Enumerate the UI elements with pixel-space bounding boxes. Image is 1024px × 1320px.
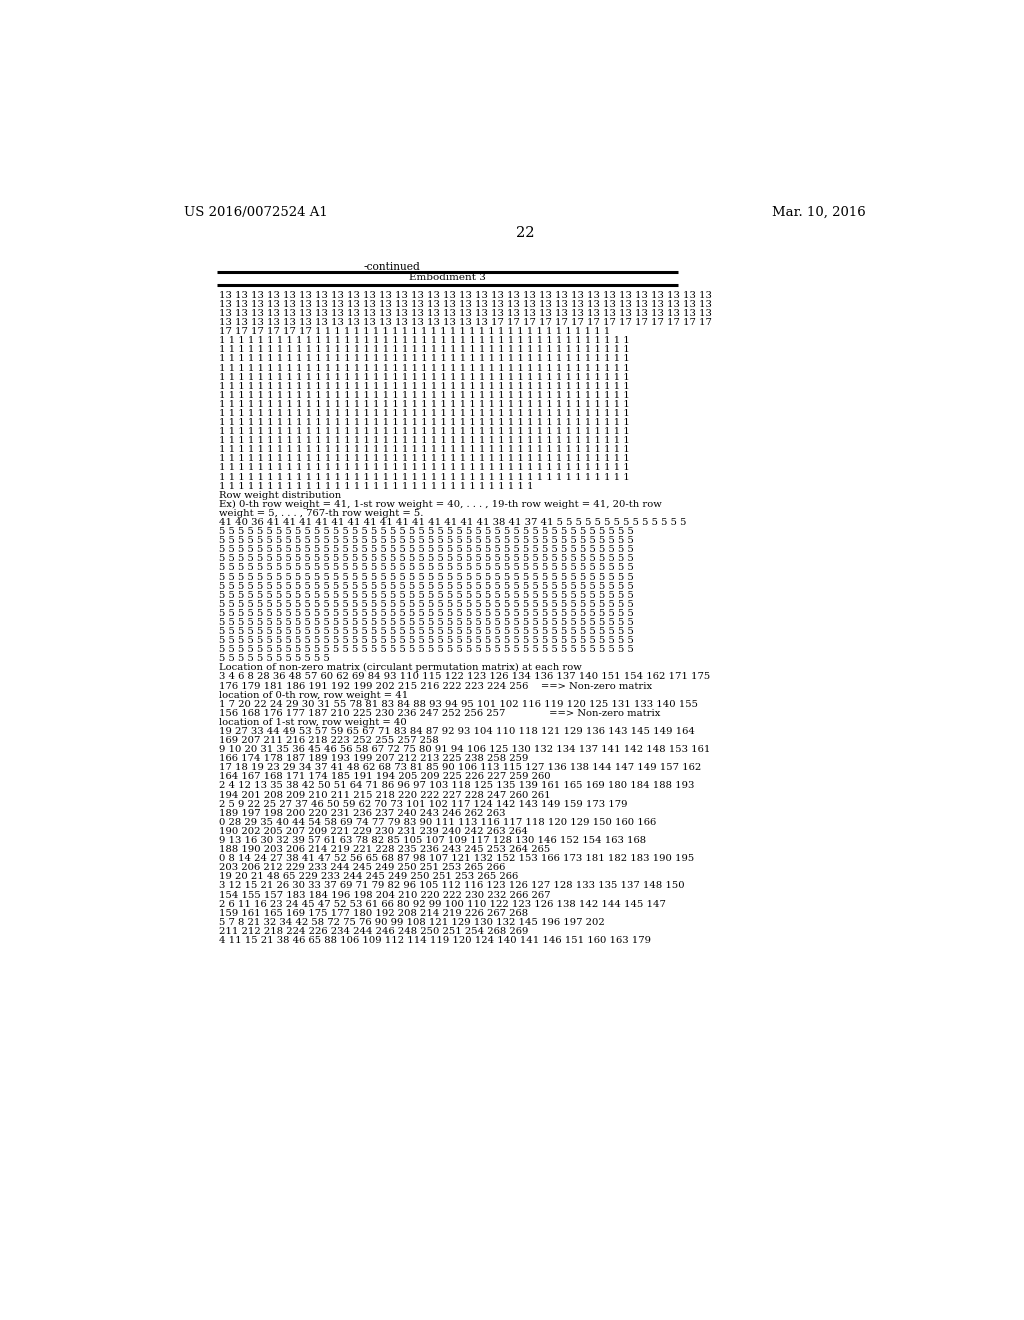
Text: 19 20 21 48 65 229 233 244 245 249 250 251 253 265 266: 19 20 21 48 65 229 233 244 245 249 250 2…: [219, 873, 519, 882]
Text: 3 4 6 8 28 36 48 57 60 62 69 84 93 110 115 122 123 126 134 136 137 140 151 154 1: 3 4 6 8 28 36 48 57 60 62 69 84 93 110 1…: [219, 672, 711, 681]
Text: 1 1 1 1 1 1 1 1 1 1 1 1 1 1 1 1 1 1 1 1 1 1 1 1 1 1 1 1 1 1 1 1 1: 1 1 1 1 1 1 1 1 1 1 1 1 1 1 1 1 1 1 1 1 …: [219, 482, 534, 491]
Text: 5 5 5 5 5 5 5 5 5 5 5 5 5 5 5 5 5 5 5 5 5 5 5 5 5 5 5 5 5 5 5 5 5 5 5 5 5 5 5 5 : 5 5 5 5 5 5 5 5 5 5 5 5 5 5 5 5 5 5 5 5 …: [219, 573, 634, 582]
Text: Ex) 0-th row weight = 41, 1-st row weight = 40, . . . , 19-th row weight = 41, 2: Ex) 0-th row weight = 41, 1-st row weigh…: [219, 500, 663, 510]
Text: 1 1 1 1 1 1 1 1 1 1 1 1 1 1 1 1 1 1 1 1 1 1 1 1 1 1 1 1 1 1 1 1 1 1 1 1 1 1 1 1 : 1 1 1 1 1 1 1 1 1 1 1 1 1 1 1 1 1 1 1 1 …: [219, 400, 630, 409]
Text: 0 8 14 24 27 38 41 47 52 56 65 68 87 98 107 121 132 152 153 166 173 181 182 183 : 0 8 14 24 27 38 41 47 52 56 65 68 87 98 …: [219, 854, 694, 863]
Text: 1 1 1 1 1 1 1 1 1 1 1 1 1 1 1 1 1 1 1 1 1 1 1 1 1 1 1 1 1 1 1 1 1 1 1 1 1 1 1 1 : 1 1 1 1 1 1 1 1 1 1 1 1 1 1 1 1 1 1 1 1 …: [219, 346, 630, 354]
Text: 5 7 8 21 32 34 42 58 72 75 76 90 99 108 121 129 130 132 145 196 197 202: 5 7 8 21 32 34 42 58 72 75 76 90 99 108 …: [219, 917, 605, 927]
Text: 156 168 176 177 187 210 225 230 236 247 252 256 257              ==> Non-zero ma: 156 168 176 177 187 210 225 230 236 247 …: [219, 709, 660, 718]
Text: 2 5 9 22 25 27 37 46 50 59 62 70 73 101 102 117 124 142 143 149 159 173 179: 2 5 9 22 25 27 37 46 50 59 62 70 73 101 …: [219, 800, 628, 809]
Text: 9 10 20 31 35 36 45 46 56 58 67 72 75 80 91 94 106 125 130 132 134 137 141 142 1: 9 10 20 31 35 36 45 46 56 58 67 72 75 80…: [219, 744, 711, 754]
Text: 5 5 5 5 5 5 5 5 5 5 5 5 5 5 5 5 5 5 5 5 5 5 5 5 5 5 5 5 5 5 5 5 5 5 5 5 5 5 5 5 : 5 5 5 5 5 5 5 5 5 5 5 5 5 5 5 5 5 5 5 5 …: [219, 545, 634, 554]
Text: weight = 5, . . . , 767-th row weight = 5.: weight = 5, . . . , 767-th row weight = …: [219, 510, 424, 517]
Text: 13 13 13 13 13 13 13 13 13 13 13 13 13 13 13 13 13 13 13 13 13 13 13 13 13 13 13: 13 13 13 13 13 13 13 13 13 13 13 13 13 1…: [219, 300, 713, 309]
Text: location of 0-th row, row weight = 41: location of 0-th row, row weight = 41: [219, 690, 409, 700]
Text: 1 7 20 22 24 29 30 31 55 78 81 83 84 88 93 94 95 101 102 116 119 120 125 131 133: 1 7 20 22 24 29 30 31 55 78 81 83 84 88 …: [219, 700, 698, 709]
Text: 13 13 13 13 13 13 13 13 13 13 13 13 13 13 13 13 13 17 17 17 17 17 17 17 17 17 17: 13 13 13 13 13 13 13 13 13 13 13 13 13 1…: [219, 318, 713, 327]
Text: 164 167 168 171 174 185 191 194 205 209 225 226 227 259 260: 164 167 168 171 174 185 191 194 205 209 …: [219, 772, 551, 781]
Text: 190 202 205 207 209 221 229 230 231 239 240 242 263 264: 190 202 205 207 209 221 229 230 231 239 …: [219, 826, 528, 836]
Text: 5 5 5 5 5 5 5 5 5 5 5 5 5 5 5 5 5 5 5 5 5 5 5 5 5 5 5 5 5 5 5 5 5 5 5 5 5 5 5 5 : 5 5 5 5 5 5 5 5 5 5 5 5 5 5 5 5 5 5 5 5 …: [219, 627, 634, 636]
Text: 5 5 5 5 5 5 5 5 5 5 5 5 5 5 5 5 5 5 5 5 5 5 5 5 5 5 5 5 5 5 5 5 5 5 5 5 5 5 5 5 : 5 5 5 5 5 5 5 5 5 5 5 5 5 5 5 5 5 5 5 5 …: [219, 527, 634, 536]
Text: 1 1 1 1 1 1 1 1 1 1 1 1 1 1 1 1 1 1 1 1 1 1 1 1 1 1 1 1 1 1 1 1 1 1 1 1 1 1 1 1 : 1 1 1 1 1 1 1 1 1 1 1 1 1 1 1 1 1 1 1 1 …: [219, 391, 630, 400]
Text: 1 1 1 1 1 1 1 1 1 1 1 1 1 1 1 1 1 1 1 1 1 1 1 1 1 1 1 1 1 1 1 1 1 1 1 1 1 1 1 1 : 1 1 1 1 1 1 1 1 1 1 1 1 1 1 1 1 1 1 1 1 …: [219, 463, 630, 473]
Text: 17 18 19 23 29 34 37 41 48 62 68 73 81 85 90 106 113 115 127 136 138 144 147 149: 17 18 19 23 29 34 37 41 48 62 68 73 81 8…: [219, 763, 701, 772]
Text: 0 28 29 35 40 44 54 58 69 74 77 79 83 90 111 113 116 117 118 120 129 150 160 166: 0 28 29 35 40 44 54 58 69 74 77 79 83 90…: [219, 818, 656, 826]
Text: 211 212 218 224 226 234 244 246 248 250 251 254 268 269: 211 212 218 224 226 234 244 246 248 250 …: [219, 927, 528, 936]
Text: 154 155 157 183 184 196 198 204 210 220 222 230 232 266 267: 154 155 157 183 184 196 198 204 210 220 …: [219, 891, 551, 899]
Text: 1 1 1 1 1 1 1 1 1 1 1 1 1 1 1 1 1 1 1 1 1 1 1 1 1 1 1 1 1 1 1 1 1 1 1 1 1 1 1 1 : 1 1 1 1 1 1 1 1 1 1 1 1 1 1 1 1 1 1 1 1 …: [219, 409, 630, 418]
Text: 22: 22: [515, 226, 535, 240]
Text: 5 5 5 5 5 5 5 5 5 5 5 5 5 5 5 5 5 5 5 5 5 5 5 5 5 5 5 5 5 5 5 5 5 5 5 5 5 5 5 5 : 5 5 5 5 5 5 5 5 5 5 5 5 5 5 5 5 5 5 5 5 …: [219, 582, 634, 590]
Text: 5 5 5 5 5 5 5 5 5 5 5 5 5 5 5 5 5 5 5 5 5 5 5 5 5 5 5 5 5 5 5 5 5 5 5 5 5 5 5 5 : 5 5 5 5 5 5 5 5 5 5 5 5 5 5 5 5 5 5 5 5 …: [219, 564, 634, 573]
Text: 188 190 203 206 214 219 221 228 235 236 243 245 253 264 265: 188 190 203 206 214 219 221 228 235 236 …: [219, 845, 551, 854]
Text: 41 40 36 41 41 41 41 41 41 41 41 41 41 41 41 41 41 38 41 37 41 5 5 5 5 5 5 5 5 5: 41 40 36 41 41 41 41 41 41 41 41 41 41 4…: [219, 517, 687, 527]
Text: 17 17 17 17 17 17 1 1 1 1 1 1 1 1 1 1 1 1 1 1 1 1 1 1 1 1 1 1 1 1 1 1 1 1 1 1 1: 17 17 17 17 17 17 1 1 1 1 1 1 1 1 1 1 1 …: [219, 327, 610, 337]
Text: 13 13 13 13 13 13 13 13 13 13 13 13 13 13 13 13 13 13 13 13 13 13 13 13 13 13 13: 13 13 13 13 13 13 13 13 13 13 13 13 13 1…: [219, 309, 713, 318]
Text: 5 5 5 5 5 5 5 5 5 5 5 5 5 5 5 5 5 5 5 5 5 5 5 5 5 5 5 5 5 5 5 5 5 5 5 5 5 5 5 5 : 5 5 5 5 5 5 5 5 5 5 5 5 5 5 5 5 5 5 5 5 …: [219, 618, 634, 627]
Text: 3 12 15 21 26 30 33 37 69 71 79 82 96 105 112 116 123 126 127 128 133 135 137 14: 3 12 15 21 26 30 33 37 69 71 79 82 96 10…: [219, 882, 685, 891]
Text: 176 179 181 186 191 192 199 202 215 216 222 223 224 256    ==> Non-zero matrix: 176 179 181 186 191 192 199 202 215 216 …: [219, 681, 652, 690]
Text: 13 13 13 13 13 13 13 13 13 13 13 13 13 13 13 13 13 13 13 13 13 13 13 13 13 13 13: 13 13 13 13 13 13 13 13 13 13 13 13 13 1…: [219, 290, 713, 300]
Text: -continued: -continued: [364, 263, 420, 272]
Text: location of 1-st row, row weight = 40: location of 1-st row, row weight = 40: [219, 718, 408, 727]
Text: 1 1 1 1 1 1 1 1 1 1 1 1 1 1 1 1 1 1 1 1 1 1 1 1 1 1 1 1 1 1 1 1 1 1 1 1 1 1 1 1 : 1 1 1 1 1 1 1 1 1 1 1 1 1 1 1 1 1 1 1 1 …: [219, 445, 630, 454]
Text: 1 1 1 1 1 1 1 1 1 1 1 1 1 1 1 1 1 1 1 1 1 1 1 1 1 1 1 1 1 1 1 1 1 1 1 1 1 1 1 1 : 1 1 1 1 1 1 1 1 1 1 1 1 1 1 1 1 1 1 1 1 …: [219, 381, 630, 391]
Text: US 2016/0072524 A1: US 2016/0072524 A1: [183, 206, 328, 219]
Text: Mar. 10, 2016: Mar. 10, 2016: [772, 206, 866, 219]
Text: 1 1 1 1 1 1 1 1 1 1 1 1 1 1 1 1 1 1 1 1 1 1 1 1 1 1 1 1 1 1 1 1 1 1 1 1 1 1 1 1 : 1 1 1 1 1 1 1 1 1 1 1 1 1 1 1 1 1 1 1 1 …: [219, 454, 630, 463]
Text: 2 4 12 13 35 38 42 50 51 64 71 86 96 97 103 118 125 135 139 161 165 169 180 184 : 2 4 12 13 35 38 42 50 51 64 71 86 96 97 …: [219, 781, 695, 791]
Text: 1 1 1 1 1 1 1 1 1 1 1 1 1 1 1 1 1 1 1 1 1 1 1 1 1 1 1 1 1 1 1 1 1 1 1 1 1 1 1 1 : 1 1 1 1 1 1 1 1 1 1 1 1 1 1 1 1 1 1 1 1 …: [219, 372, 630, 381]
Text: 4 11 15 21 38 46 65 88 106 109 112 114 119 120 124 140 141 146 151 160 163 179: 4 11 15 21 38 46 65 88 106 109 112 114 1…: [219, 936, 651, 945]
Text: 166 174 178 187 189 193 199 207 212 213 225 238 258 259: 166 174 178 187 189 193 199 207 212 213 …: [219, 754, 528, 763]
Text: Embodiment 3: Embodiment 3: [410, 273, 486, 282]
Text: 5 5 5 5 5 5 5 5 5 5 5 5 5 5 5 5 5 5 5 5 5 5 5 5 5 5 5 5 5 5 5 5 5 5 5 5 5 5 5 5 : 5 5 5 5 5 5 5 5 5 5 5 5 5 5 5 5 5 5 5 5 …: [219, 645, 634, 655]
Text: 1 1 1 1 1 1 1 1 1 1 1 1 1 1 1 1 1 1 1 1 1 1 1 1 1 1 1 1 1 1 1 1 1 1 1 1 1 1 1 1 : 1 1 1 1 1 1 1 1 1 1 1 1 1 1 1 1 1 1 1 1 …: [219, 473, 630, 482]
Text: 5 5 5 5 5 5 5 5 5 5 5 5: 5 5 5 5 5 5 5 5 5 5 5 5: [219, 655, 331, 663]
Text: 169 207 211 216 218 223 252 255 257 258: 169 207 211 216 218 223 252 255 257 258: [219, 737, 439, 744]
Text: 1 1 1 1 1 1 1 1 1 1 1 1 1 1 1 1 1 1 1 1 1 1 1 1 1 1 1 1 1 1 1 1 1 1 1 1 1 1 1 1 : 1 1 1 1 1 1 1 1 1 1 1 1 1 1 1 1 1 1 1 1 …: [219, 436, 630, 445]
Text: 194 201 208 209 210 211 215 218 220 222 227 228 247 260 261: 194 201 208 209 210 211 215 218 220 222 …: [219, 791, 551, 800]
Text: 19 27 33 44 49 53 57 59 65 67 71 83 84 87 92 93 104 110 118 121 129 136 143 145 : 19 27 33 44 49 53 57 59 65 67 71 83 84 8…: [219, 727, 695, 737]
Text: 1 1 1 1 1 1 1 1 1 1 1 1 1 1 1 1 1 1 1 1 1 1 1 1 1 1 1 1 1 1 1 1 1 1 1 1 1 1 1 1 : 1 1 1 1 1 1 1 1 1 1 1 1 1 1 1 1 1 1 1 1 …: [219, 428, 630, 436]
Text: 5 5 5 5 5 5 5 5 5 5 5 5 5 5 5 5 5 5 5 5 5 5 5 5 5 5 5 5 5 5 5 5 5 5 5 5 5 5 5 5 : 5 5 5 5 5 5 5 5 5 5 5 5 5 5 5 5 5 5 5 5 …: [219, 609, 634, 618]
Text: 9 13 16 30 32 39 57 61 63 78 82 85 105 107 109 117 128 130 146 152 154 163 168: 9 13 16 30 32 39 57 61 63 78 82 85 105 1…: [219, 836, 646, 845]
Text: 203 206 212 229 233 244 245 249 250 251 253 265 266: 203 206 212 229 233 244 245 249 250 251 …: [219, 863, 506, 873]
Text: 5 5 5 5 5 5 5 5 5 5 5 5 5 5 5 5 5 5 5 5 5 5 5 5 5 5 5 5 5 5 5 5 5 5 5 5 5 5 5 5 : 5 5 5 5 5 5 5 5 5 5 5 5 5 5 5 5 5 5 5 5 …: [219, 599, 634, 609]
Text: 5 5 5 5 5 5 5 5 5 5 5 5 5 5 5 5 5 5 5 5 5 5 5 5 5 5 5 5 5 5 5 5 5 5 5 5 5 5 5 5 : 5 5 5 5 5 5 5 5 5 5 5 5 5 5 5 5 5 5 5 5 …: [219, 536, 634, 545]
Text: 5 5 5 5 5 5 5 5 5 5 5 5 5 5 5 5 5 5 5 5 5 5 5 5 5 5 5 5 5 5 5 5 5 5 5 5 5 5 5 5 : 5 5 5 5 5 5 5 5 5 5 5 5 5 5 5 5 5 5 5 5 …: [219, 590, 634, 599]
Text: Row weight distribution: Row weight distribution: [219, 491, 342, 500]
Text: 1 1 1 1 1 1 1 1 1 1 1 1 1 1 1 1 1 1 1 1 1 1 1 1 1 1 1 1 1 1 1 1 1 1 1 1 1 1 1 1 : 1 1 1 1 1 1 1 1 1 1 1 1 1 1 1 1 1 1 1 1 …: [219, 418, 630, 428]
Text: 159 161 165 169 175 177 180 192 208 214 219 226 267 268: 159 161 165 169 175 177 180 192 208 214 …: [219, 908, 528, 917]
Text: 1 1 1 1 1 1 1 1 1 1 1 1 1 1 1 1 1 1 1 1 1 1 1 1 1 1 1 1 1 1 1 1 1 1 1 1 1 1 1 1 : 1 1 1 1 1 1 1 1 1 1 1 1 1 1 1 1 1 1 1 1 …: [219, 355, 630, 363]
Text: 5 5 5 5 5 5 5 5 5 5 5 5 5 5 5 5 5 5 5 5 5 5 5 5 5 5 5 5 5 5 5 5 5 5 5 5 5 5 5 5 : 5 5 5 5 5 5 5 5 5 5 5 5 5 5 5 5 5 5 5 5 …: [219, 636, 634, 645]
Text: 1 1 1 1 1 1 1 1 1 1 1 1 1 1 1 1 1 1 1 1 1 1 1 1 1 1 1 1 1 1 1 1 1 1 1 1 1 1 1 1 : 1 1 1 1 1 1 1 1 1 1 1 1 1 1 1 1 1 1 1 1 …: [219, 363, 630, 372]
Text: 1 1 1 1 1 1 1 1 1 1 1 1 1 1 1 1 1 1 1 1 1 1 1 1 1 1 1 1 1 1 1 1 1 1 1 1 1 1 1 1 : 1 1 1 1 1 1 1 1 1 1 1 1 1 1 1 1 1 1 1 1 …: [219, 337, 630, 346]
Text: 2 6 11 16 23 24 45 47 52 53 61 66 80 92 99 100 110 122 123 126 138 142 144 145 1: 2 6 11 16 23 24 45 47 52 53 61 66 80 92 …: [219, 900, 667, 908]
Text: 5 5 5 5 5 5 5 5 5 5 5 5 5 5 5 5 5 5 5 5 5 5 5 5 5 5 5 5 5 5 5 5 5 5 5 5 5 5 5 5 : 5 5 5 5 5 5 5 5 5 5 5 5 5 5 5 5 5 5 5 5 …: [219, 554, 634, 564]
Text: Location of non-zero matrix (circulant permutation matrix) at each row: Location of non-zero matrix (circulant p…: [219, 664, 583, 672]
Text: 189 197 198 200 220 231 236 237 240 243 246 262 263: 189 197 198 200 220 231 236 237 240 243 …: [219, 809, 506, 818]
